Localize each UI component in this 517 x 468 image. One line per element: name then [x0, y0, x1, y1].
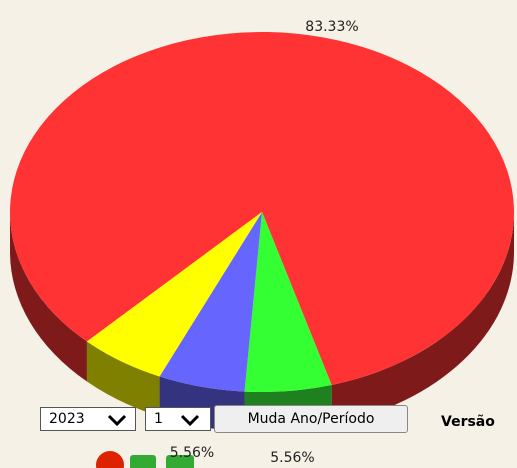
chevron [107, 414, 127, 427]
slice [244, 212, 332, 393]
slice [10, 32, 515, 385]
icon-green [130, 455, 156, 468]
year-select[interactable]: 2023 [40, 407, 136, 431]
icon-green [166, 455, 194, 468]
icon-red [96, 451, 124, 468]
value-label: 5.56% [170, 445, 214, 461]
chevron [180, 414, 200, 427]
slice [159, 212, 262, 392]
change-button[interactable]: Muda Ano/Período [214, 405, 408, 433]
slice [86, 212, 262, 377]
slice-side [86, 341, 160, 417]
period-value: 1 [154, 411, 163, 427]
period-select[interactable]: 1 [145, 407, 211, 431]
value-label: 5.56% [270, 450, 314, 466]
year-value: 2023 [49, 411, 85, 427]
slice-side [10, 212, 87, 382]
version-label: Versão [441, 414, 495, 430]
value-label: 83.33% [305, 19, 358, 35]
slice-side [331, 212, 514, 425]
